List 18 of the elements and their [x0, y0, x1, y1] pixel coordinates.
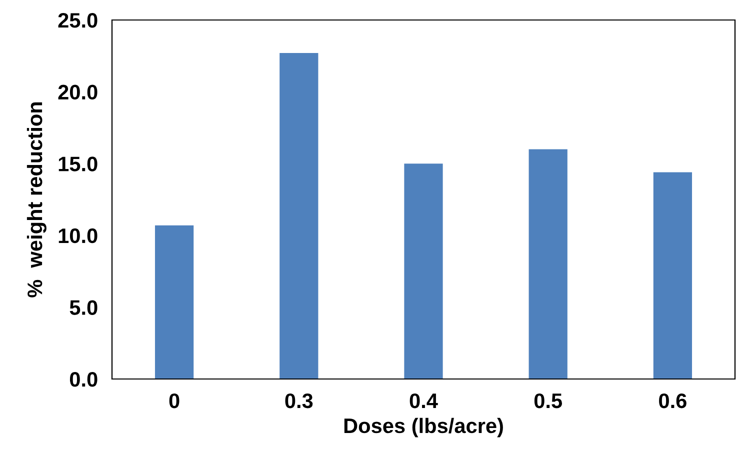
x-tick-label: 0.6 [659, 393, 686, 408]
x-axis-title: Doses (lbs/acre) [344, 418, 503, 438]
bar [280, 53, 318, 379]
y-axis-title: % weight reduction [26, 102, 46, 298]
y-tick-label: 20.0 [58, 84, 98, 100]
bar [528, 149, 568, 379]
y-tick-label: 25.0 [58, 13, 98, 28]
bar [653, 172, 692, 379]
x-tick-label: 0 [169, 393, 180, 408]
bar [154, 225, 194, 379]
y-tick-label: 5.0 [70, 300, 98, 315]
x-tick-label: 0.5 [534, 393, 562, 408]
x-tick-label: 0.3 [285, 393, 313, 408]
y-tick-label: 15.0 [58, 156, 98, 172]
x-tick-label: 0.4 [410, 393, 438, 408]
y-tick-label: 10.0 [58, 228, 98, 244]
y-tick-label: 0.0 [70, 372, 98, 387]
bar [404, 164, 443, 379]
